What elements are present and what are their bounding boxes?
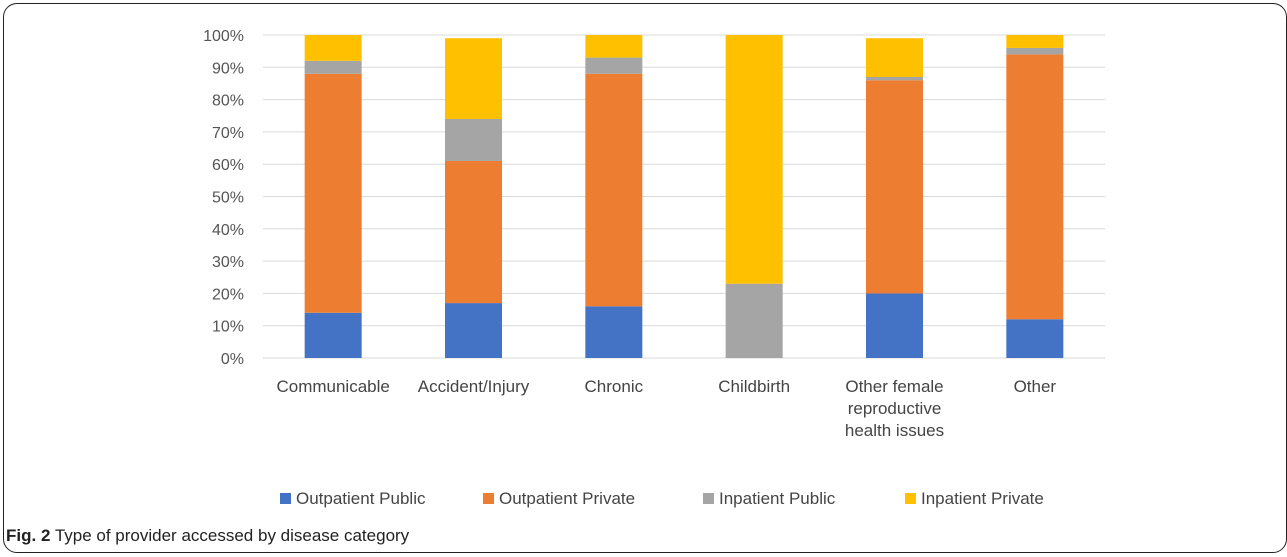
x-category-label: Other <box>1014 377 1057 396</box>
bar-segment <box>585 35 643 58</box>
y-tick-label: 70% <box>212 125 244 142</box>
x-category-label: Accident/Injury <box>418 377 530 396</box>
y-tick-label: 100% <box>203 28 244 45</box>
y-tick-label: 20% <box>212 286 244 303</box>
bar-segment <box>725 35 783 284</box>
bar-segment <box>866 76 923 81</box>
legend-swatch <box>280 493 291 504</box>
bar-segment <box>304 60 362 74</box>
x-category-label: Childbirth <box>718 377 790 396</box>
x-category-label: Communicable <box>276 377 389 396</box>
bar-segment <box>445 303 502 358</box>
bar-segment <box>445 160 502 304</box>
y-tick-label: 10% <box>212 319 244 336</box>
legend-label: Inpatient Private <box>921 489 1044 508</box>
bar-segment <box>1006 54 1064 320</box>
legend-label: Inpatient Public <box>719 489 836 508</box>
y-tick-label: 90% <box>212 60 244 77</box>
y-tick-label: 0% <box>221 351 244 368</box>
y-tick-label: 50% <box>212 190 244 207</box>
legend-item: Inpatient Public <box>703 489 836 508</box>
gridlines <box>263 34 1105 359</box>
bar-segment <box>1006 47 1064 55</box>
legend-swatch <box>483 493 494 504</box>
bar-segment <box>866 293 923 358</box>
bar-segment <box>725 283 783 358</box>
x-category-label: Other female reproductive health issues <box>845 377 944 440</box>
legend-item: Outpatient Private <box>483 489 635 508</box>
bars <box>304 35 1064 358</box>
caption-label: Fig. 2 <box>6 526 51 545</box>
figure-caption: Fig. 2 Type of provider accessed by dise… <box>6 526 409 546</box>
y-axis-ticks: 0% 10% 20% 30% 40% 50% 60% 70% 80% 90% 100% <box>203 28 244 368</box>
bar-segment <box>585 57 643 74</box>
legend-label: Outpatient Public <box>296 489 426 508</box>
legend-item: Outpatient Public <box>280 489 426 508</box>
bar-segment <box>1006 319 1064 358</box>
legend-swatch <box>703 493 714 504</box>
x-category-label: Chronic <box>585 377 644 396</box>
bar-segment <box>866 38 923 77</box>
bar-segment <box>445 118 502 161</box>
legend-label: Outpatient Private <box>499 489 635 508</box>
y-tick-label: 40% <box>212 222 244 239</box>
bar-segment <box>304 35 362 61</box>
legend-swatch <box>905 493 916 504</box>
bar-segment <box>866 80 923 294</box>
bar-segment <box>1006 35 1064 48</box>
bar-segment <box>585 306 643 358</box>
x-axis-labels: Communicable Accident/Injury Chronic Childb… <box>276 377 1056 440</box>
bar-segment <box>304 73 362 313</box>
bar-segment <box>585 73 643 307</box>
bar-segment <box>304 312 362 358</box>
bar-segment <box>445 38 502 119</box>
y-tick-label: 30% <box>212 254 244 271</box>
y-tick-label: 80% <box>212 93 244 110</box>
legend-item: Inpatient Private <box>905 489 1044 508</box>
y-tick-label: 60% <box>212 157 244 174</box>
caption-text: Type of provider accessed by disease cat… <box>50 526 410 545</box>
legend: Outpatient Public Outpatient Private Inpat… <box>280 489 1044 508</box>
